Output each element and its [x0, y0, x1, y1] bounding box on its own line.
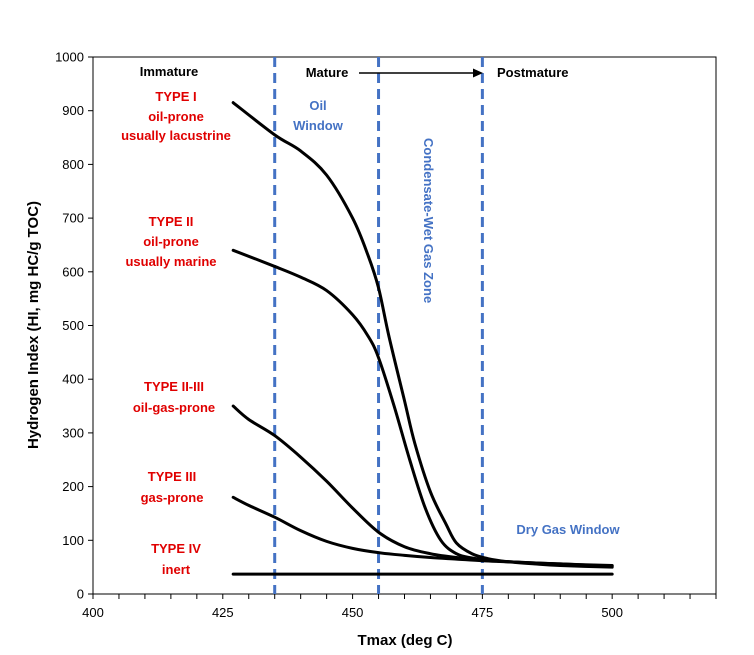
y-tick-label: 200: [62, 479, 84, 494]
y-tick-label: 800: [62, 157, 84, 172]
type-iv-label-line2: inert: [162, 562, 191, 577]
curve-type-ii-iii: [231, 404, 614, 568]
curves: [231, 101, 614, 576]
postmature-label: Postmature: [497, 65, 569, 80]
type-iii-label-title: TYPE III: [148, 469, 196, 484]
y-tick-label: 900: [62, 103, 84, 118]
type-ii-label-line2: oil-prone: [143, 234, 199, 249]
condensate-zone-label: Condensate-Wet Gas Zone: [421, 138, 436, 303]
dry-gas-window-label: Dry Gas Window: [516, 522, 620, 537]
oil-window-label-line2: Window: [293, 118, 344, 133]
type-ii-iii-label: TYPE II-III oil-gas-prone: [133, 379, 215, 415]
type-iii-label-line2: gas-prone: [141, 490, 204, 505]
type-ii-label: TYPE II oil-prone usually marine: [125, 214, 216, 269]
y-tick-label: 100: [62, 533, 84, 548]
y-tick-label: 0: [77, 587, 84, 602]
type-ii-label-line3: usually marine: [125, 254, 216, 269]
immature-label: Immature: [140, 64, 199, 79]
x-tick-label: 425: [212, 605, 234, 620]
x-tick-label: 500: [601, 605, 623, 620]
y-tick-label: 500: [62, 318, 84, 333]
oil-window-label-line1: Oil: [309, 98, 326, 113]
type-ii-label-title: TYPE II: [149, 214, 194, 229]
y-tick-label: 400: [62, 372, 84, 387]
x-tick-label: 475: [472, 605, 494, 620]
y-axis-title: Hydrogen Index (HI, mg HC/g TOC): [25, 201, 42, 449]
type-i-label-line2: oil-prone: [148, 109, 204, 124]
type-i-label: TYPE I oil-prone usually lacustrine: [121, 89, 231, 143]
y-tick-label: 600: [62, 264, 84, 279]
mature-label: Mature: [306, 65, 349, 80]
window-boundaries: [273, 57, 484, 594]
mature-arrow: [359, 68, 483, 78]
y-tick-label: 1000: [55, 50, 84, 65]
axis-ticks: 0 100 200 300 400 500 600 700 800 900 1000 400 425 45…: [55, 50, 717, 620]
type-ii-iii-label-line2: oil-gas-prone: [133, 400, 215, 415]
y-tick-label: 300: [62, 425, 84, 440]
x-axis-title: Tmax (deg C): [357, 632, 452, 649]
type-iv-label: TYPE IV inert: [151, 541, 201, 577]
y-tick-label: 700: [62, 211, 84, 226]
type-i-label-line3: usually lacustrine: [121, 128, 231, 143]
x-tick-label: 400: [82, 605, 104, 620]
curve-type-iii: [231, 495, 614, 568]
type-i-label-title: TYPE I: [155, 89, 196, 104]
type-iii-label: TYPE III gas-prone: [141, 469, 204, 505]
x-tick-label: 450: [342, 605, 364, 620]
type-ii-iii-label-title: TYPE II-III: [144, 379, 204, 394]
type-iv-label-title: TYPE IV: [151, 541, 201, 556]
